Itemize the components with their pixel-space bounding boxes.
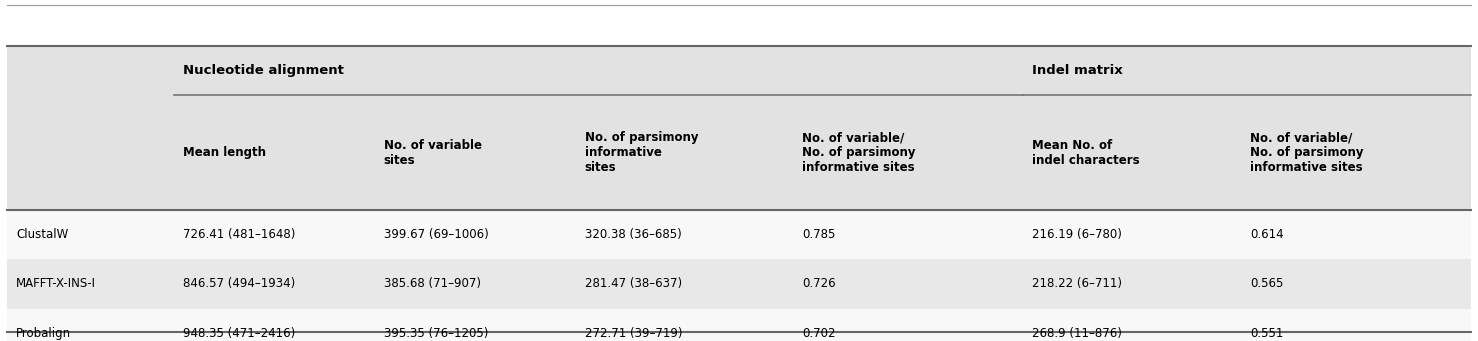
Text: 726.41 (481–1648): 726.41 (481–1648) xyxy=(183,228,296,241)
Text: No. of parsimony
informative
sites: No. of parsimony informative sites xyxy=(584,131,698,174)
Text: 0.565: 0.565 xyxy=(1250,277,1283,291)
Text: 218.22 (6–711): 218.22 (6–711) xyxy=(1032,277,1122,291)
Text: 0.551: 0.551 xyxy=(1250,327,1283,340)
Text: Mean No. of
indel characters: Mean No. of indel characters xyxy=(1032,138,1140,167)
Text: 0.785: 0.785 xyxy=(803,228,835,241)
Text: 0.614: 0.614 xyxy=(1250,228,1283,241)
Text: 320.38 (36–685): 320.38 (36–685) xyxy=(584,228,681,241)
Text: No. of variable
sites: No. of variable sites xyxy=(384,138,482,167)
Text: 216.19 (6–780): 216.19 (6–780) xyxy=(1032,228,1122,241)
Text: 268.9 (11–876): 268.9 (11–876) xyxy=(1032,327,1122,340)
Bar xyxy=(7,46,1471,210)
Text: Probalign: Probalign xyxy=(16,327,71,340)
Text: 846.57 (494–1934): 846.57 (494–1934) xyxy=(183,277,296,291)
Text: 399.67 (69–1006): 399.67 (69–1006) xyxy=(384,228,489,241)
Text: 0.726: 0.726 xyxy=(803,277,837,291)
Text: 272.71 (39–719): 272.71 (39–719) xyxy=(584,327,681,340)
Text: ClustalW: ClustalW xyxy=(16,228,68,241)
Bar xyxy=(7,309,1471,341)
Text: 281.47 (38–637): 281.47 (38–637) xyxy=(584,277,681,291)
Text: Nucleotide alignment: Nucleotide alignment xyxy=(183,64,344,77)
Text: 948.35 (471–2416): 948.35 (471–2416) xyxy=(183,327,296,340)
Text: 395.35 (76–1205): 395.35 (76–1205) xyxy=(384,327,488,340)
Text: No. of variable/
No. of parsimony
informative sites: No. of variable/ No. of parsimony inform… xyxy=(1250,131,1363,174)
Text: Indel matrix: Indel matrix xyxy=(1032,64,1123,77)
Text: MAFFT-X-INS-I: MAFFT-X-INS-I xyxy=(16,277,96,291)
Text: 385.68 (71–907): 385.68 (71–907) xyxy=(384,277,480,291)
Bar xyxy=(7,210,1471,259)
Bar xyxy=(7,259,1471,309)
Text: 0.702: 0.702 xyxy=(803,327,837,340)
Text: No. of variable/
No. of parsimony
informative sites: No. of variable/ No. of parsimony inform… xyxy=(803,131,916,174)
Text: Mean length: Mean length xyxy=(183,146,266,159)
